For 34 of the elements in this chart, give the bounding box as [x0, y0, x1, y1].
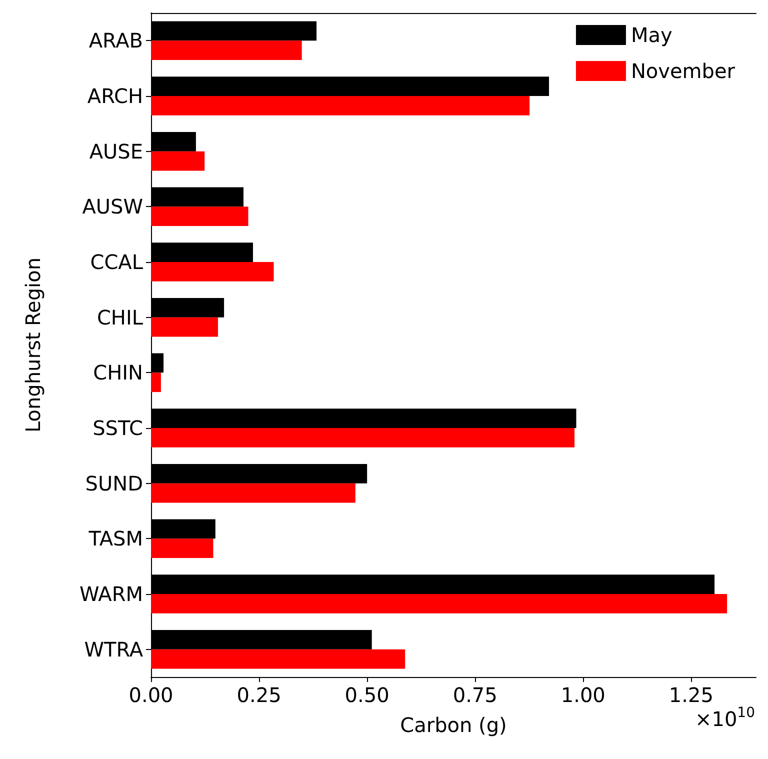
y-tick-label: SSTC — [92, 416, 143, 440]
bar — [151, 262, 274, 282]
y-tick-label: WTRA — [84, 637, 144, 662]
y-tick-label: TASM — [88, 526, 143, 551]
x-axis-title: Carbon (g) — [400, 713, 507, 737]
y-tick-label: CHIL — [96, 305, 144, 330]
bar — [151, 649, 406, 669]
bar — [151, 151, 205, 171]
bar — [151, 40, 302, 60]
bar — [151, 317, 218, 337]
bar — [151, 372, 161, 392]
x-tick-label: 0.25 — [236, 683, 282, 707]
x-tick-label: 1.00 — [560, 683, 606, 707]
y-tick-label: WARM — [79, 582, 143, 606]
bar — [151, 206, 248, 226]
y-tick-label: AUSE — [89, 139, 143, 164]
y-tick-label: CHIN — [93, 360, 143, 385]
y-tick-label: AUSW — [82, 194, 144, 219]
bar — [151, 594, 728, 614]
x-tick-label: 1.25 — [668, 683, 714, 707]
bar — [151, 428, 574, 448]
legend-label: November — [630, 59, 736, 83]
bar — [151, 96, 530, 116]
y-axis-title: Longhurst Region — [21, 257, 45, 433]
bar — [151, 483, 356, 503]
x-tick-label: 0.00 — [128, 683, 174, 707]
x-tick-label: 0.75 — [452, 683, 498, 707]
y-tick-label: ARAB — [88, 28, 143, 53]
legend-label: May — [630, 23, 672, 47]
y-tick-label: SUND — [85, 471, 143, 496]
y-tick-label: CCAL — [90, 250, 144, 274]
x-tick-label: 0.50 — [344, 683, 390, 707]
y-tick-label: ARCH — [87, 84, 143, 108]
bar — [151, 538, 214, 558]
